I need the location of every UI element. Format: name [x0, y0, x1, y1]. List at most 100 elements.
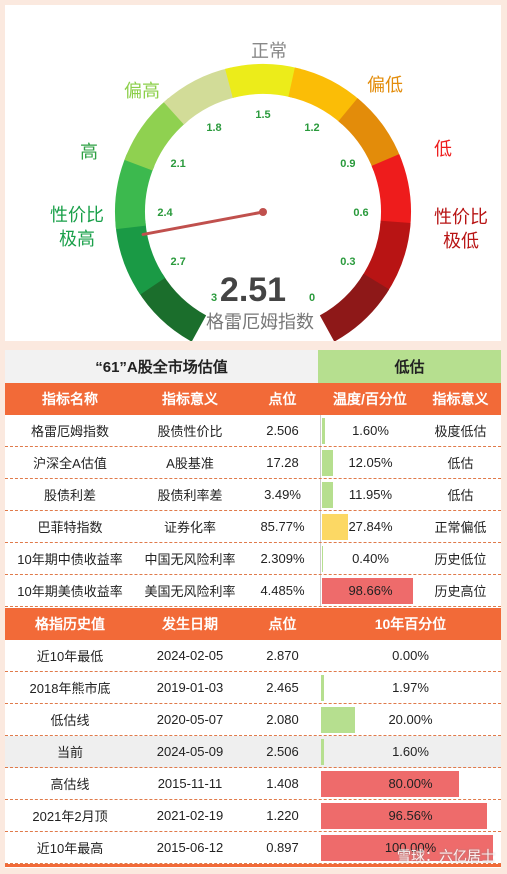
gauge-tick-label: 1.8: [206, 122, 221, 134]
gauge-value: 2.51: [220, 271, 286, 309]
valuation-title: “61”A股全市场估值: [95, 359, 228, 376]
indicator-point: 3.49%: [264, 487, 301, 502]
gauge-segment: [371, 154, 411, 230]
indicator-percentile-bar: [322, 418, 325, 444]
history-point: 2.465: [266, 680, 299, 695]
hist-header-date: 发生日期: [162, 616, 218, 632]
indicator-point: 2.506: [266, 423, 299, 438]
indicator-status: 正常偏低: [434, 520, 487, 535]
table-bottom-border: [5, 864, 501, 867]
col-header-status: 指标意义: [432, 391, 489, 407]
indicator-row: 股债利差 股债利率差 3.49% 11.95% 低估: [5, 479, 501, 511]
history-row: 2018年熊市底 2019-01-03 2.465 1.97%: [5, 672, 501, 704]
gauge-zone-label: 偏低: [367, 75, 403, 96]
gauge-tick-label: 1.5: [255, 109, 270, 121]
hist-header-point: 点位: [268, 616, 297, 632]
col-header-point: 点位: [268, 391, 297, 407]
history-label: 2018年熊市底: [29, 681, 111, 696]
indicator-row: 格雷厄姆指数 股债性价比 2.506 1.60% 极度低估: [5, 415, 501, 447]
gauge-zone-label: 正常: [251, 41, 287, 62]
history-point: 2.870: [266, 648, 299, 663]
history-percentile: 20.00%: [388, 712, 433, 727]
history-row: 低估线 2020-05-07 2.080 20.00%: [5, 704, 501, 736]
history-date: 2024-05-09: [156, 744, 224, 759]
indicator-point: 2.309%: [260, 551, 305, 566]
indicator-row: 沪深全A估值 A股基准 17.28 12.05% 低估: [5, 447, 501, 479]
gauge-segment: [225, 64, 301, 98]
indicator-percentile: 27.84%: [348, 519, 393, 534]
indicator-name: 巴菲特指数: [37, 520, 103, 535]
history-percentile-bar: [321, 675, 325, 701]
history-percentile-bar: [321, 707, 356, 733]
history-percentile-bar: [321, 739, 324, 765]
history-point: 2.080: [266, 712, 299, 727]
history-date: 2021-02-19: [156, 808, 224, 823]
history-date: 2019-01-03: [156, 680, 224, 695]
history-percentile-bar: [321, 803, 488, 829]
history-date: 2015-11-11: [157, 776, 223, 791]
indicator-status: 历史低位: [434, 552, 487, 567]
col-header-name: 指标名称: [42, 391, 98, 407]
indicator-point: 17.28: [266, 455, 299, 470]
indicator-percentile: 0.40%: [352, 551, 389, 566]
history-percentile-cell: 96.56%: [320, 800, 501, 831]
gauge-segment: [319, 273, 390, 341]
history-label: 高估线: [50, 777, 90, 792]
indicator-percentile-cell: 12.05%: [320, 447, 420, 478]
indicator-status: 低估: [447, 456, 474, 471]
watermark: 雪球：六亿居士: [397, 848, 495, 864]
indicator-percentile: 12.05%: [348, 455, 393, 470]
gauge-name: 格雷厄姆指数: [206, 312, 314, 333]
indicator-meaning: 证券化率: [163, 520, 216, 535]
indicator-name: 沪深全A估值: [33, 456, 107, 471]
indicator-point: 4.485%: [260, 583, 305, 598]
gauge-zone-label: 性价比: [50, 205, 104, 226]
gauge-tick-label: 2.4: [157, 207, 173, 219]
gauge-zone-label: 极低: [443, 231, 479, 252]
history-percentile-cell: 0.00%: [320, 640, 501, 671]
indicator-percentile: 11.95%: [348, 487, 393, 502]
gauge-segment: [124, 98, 188, 171]
history-percentile: 80.00%: [388, 776, 433, 791]
history-row: 2021年2月顶 2021-02-19 1.220 96.56%: [5, 800, 501, 832]
gauge-zone-label: 极高: [59, 229, 95, 250]
history-header: 格指历史值 发生日期 点位 10年百分位: [5, 608, 501, 640]
history-percentile-cell: 1.97%: [320, 672, 501, 703]
history-percentile-cell: 100.00%: [320, 832, 501, 863]
indicator-meaning: 中国无风险利率: [144, 552, 236, 567]
gauge-card: 3 2.7 2.4 2.1 1.8 1.5 1.2 0.9 0.6 0.3 0 正常 偏高 偏低高 低性价…: [5, 5, 501, 341]
indicator-status: 极度低估: [434, 424, 487, 439]
indicator-percentile-bar: [322, 482, 333, 508]
history-date: 2020-05-07: [156, 712, 224, 727]
gauge-segment: [115, 154, 155, 230]
gauge-segment: [115, 220, 166, 295]
gauge-tick-label: 2.7: [170, 256, 185, 268]
gauge-segment: [163, 67, 238, 125]
gauge-needle: [141, 210, 265, 236]
history-row-current: 当前 2024-05-09 2.506 1.60%: [5, 736, 501, 768]
history-row: 近10年最低 2024-02-05 2.870 0.00%: [5, 640, 501, 672]
indicator-percentile-bar: [322, 514, 348, 540]
gauge-zone-label: 性价比: [434, 207, 488, 228]
col-header-percentile: 温度/百分位: [333, 391, 407, 407]
history-point: 1.408: [266, 776, 299, 791]
history-label: 近10年最低: [36, 649, 104, 664]
indicator-name: 股债利差: [43, 488, 96, 503]
history-point: 0.897: [266, 840, 299, 855]
gauge-segment: [338, 98, 402, 171]
history-row: 高估线 2015-11-11 1.408 80.00%: [5, 768, 501, 800]
indicator-status: 低估: [447, 488, 474, 503]
history-row: 近10年最高 2015-06-12 0.897 100.00%: [5, 832, 501, 864]
indicator-status: 历史高位: [434, 584, 487, 599]
gauge-tick-label: 3: [211, 292, 217, 304]
history-label: 近10年最高: [36, 841, 104, 856]
indicator-name: 格雷厄姆指数: [30, 424, 109, 439]
gauge-tick-label: 0.3: [340, 256, 355, 268]
indicator-percentile-cell: 0.40%: [320, 543, 420, 574]
hist-header-label: 格指历史值: [35, 616, 105, 632]
history-percentile-cell: 1.60%: [320, 736, 501, 767]
indicator-meaning: A股基准: [166, 456, 214, 471]
history-date: 2015-06-12: [156, 840, 224, 855]
indicator-percentile-bar: [322, 450, 334, 476]
